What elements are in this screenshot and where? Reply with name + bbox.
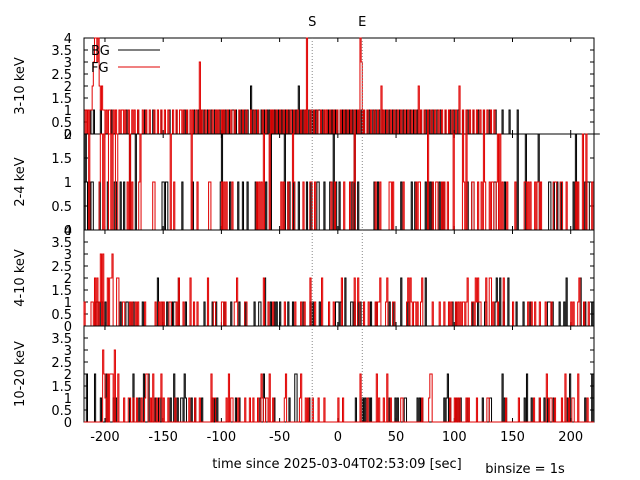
series-fg-line xyxy=(84,349,594,423)
y-tick-label: 3.5 xyxy=(51,236,72,251)
marker-label: S xyxy=(308,15,316,30)
y-tick-label: 2.5 xyxy=(51,68,72,83)
x-tick-label: 200 xyxy=(558,430,583,445)
y-tick-label: 1 xyxy=(64,176,72,191)
x-tick-label: 0 xyxy=(334,430,342,445)
x-tick-label: -200 xyxy=(90,430,120,445)
y-axis-label: 3-10 keV xyxy=(13,57,28,115)
y-tick-label: 0.5 xyxy=(51,116,72,131)
y-tick-label: 3 xyxy=(64,248,72,263)
marker-label: E xyxy=(358,15,366,30)
y-tick-label: 2 xyxy=(64,80,72,95)
y-tick-label: 1.5 xyxy=(51,152,72,167)
x-tick-label: -100 xyxy=(207,430,237,445)
y-tick-label: 1.5 xyxy=(51,92,72,107)
y-tick-label: 0.5 xyxy=(51,200,72,215)
x-tick-label: 50 xyxy=(388,430,405,445)
y-tick-label: 3 xyxy=(64,344,72,359)
y-tick-label: 2.5 xyxy=(51,356,72,371)
legend-label: FG xyxy=(91,61,109,76)
y-tick-label: 1.5 xyxy=(51,380,72,395)
legend-label: BG xyxy=(91,44,110,59)
binsize-note: binsize = 1s xyxy=(485,462,565,477)
y-tick-label: 3.5 xyxy=(51,332,72,347)
y-tick-label-zero: 0 xyxy=(64,128,72,143)
y-tick-label: 0.5 xyxy=(51,404,72,419)
y-tick-label: 1 xyxy=(64,392,72,407)
y-axis-label: 4-10 keV xyxy=(13,249,28,307)
y-tick-label: 1.5 xyxy=(51,284,72,299)
x-axis-label: time since 2025-03-04T02:53:09 [sec] xyxy=(212,457,461,472)
y-tick-label: 2 xyxy=(64,128,72,143)
y-tick-label: 2.5 xyxy=(51,260,72,275)
x-tick-label: 100 xyxy=(442,430,467,445)
y-tick-label: 3.5 xyxy=(51,44,72,59)
legend: BG FG xyxy=(91,44,160,76)
y-tick-label: 0 xyxy=(64,416,72,431)
y-tick-label: 1 xyxy=(64,296,72,311)
y-tick-label: 2 xyxy=(64,272,72,287)
y-tick-label: 4 xyxy=(64,224,72,239)
y-tick-label-zero: 0 xyxy=(64,320,72,335)
y-tick-label: 1 xyxy=(64,104,72,119)
y-axis-label: 2-4 keV xyxy=(13,157,28,206)
y-tick-label-zero: 0 xyxy=(64,224,72,239)
y-tick-label: 2 xyxy=(64,368,72,383)
x-tick-label: 150 xyxy=(500,430,525,445)
x-axis: -200 -150 -100 -50 0 50 100 150 200 xyxy=(90,430,583,445)
x-tick-label: -50 xyxy=(269,430,290,445)
panel-4: 00.511.522.533.5 10-20 keV xyxy=(13,325,595,431)
y-tick-label: 0.5 xyxy=(51,308,72,323)
y-tick-label: 3 xyxy=(64,56,72,71)
y-axis-label: 10-20 keV xyxy=(13,341,28,407)
y-tick-label: 4 xyxy=(64,32,72,47)
x-tick-label: -150 xyxy=(148,430,178,445)
series-fg-line xyxy=(83,253,594,327)
